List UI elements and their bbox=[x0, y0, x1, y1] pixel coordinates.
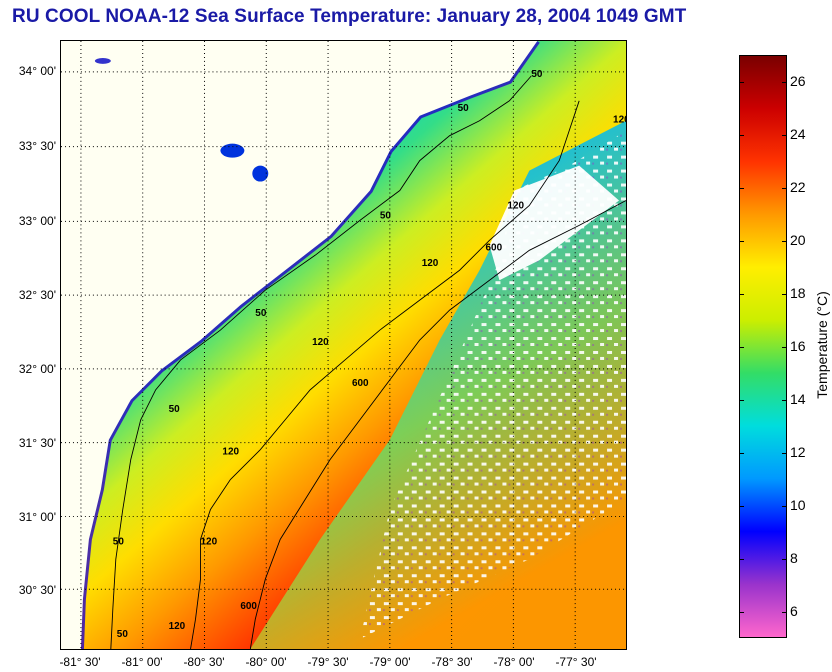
lat-label: 32° 00' bbox=[18, 362, 56, 376]
colorbar-tick-label: 18 bbox=[790, 284, 806, 301]
colorbar-tick-mark bbox=[782, 187, 787, 189]
lat-label: 30° 30' bbox=[18, 583, 56, 597]
colorbar-tick-mark bbox=[739, 505, 744, 507]
contour-label: 120 bbox=[613, 115, 626, 126]
page-title: RU COOL NOAA-12 Sea Surface Temperature:… bbox=[12, 6, 687, 27]
colorbar-tick-mark bbox=[782, 558, 787, 560]
colorbar-tick-mark bbox=[739, 293, 744, 295]
colorbar-tick-label: 24 bbox=[790, 125, 806, 142]
contour-label: 120 bbox=[312, 337, 329, 348]
cloud-clear-patch bbox=[489, 165, 620, 281]
contour-label: 50 bbox=[169, 404, 181, 415]
colorbar-tick-mark bbox=[739, 558, 744, 560]
colorbar bbox=[739, 55, 787, 638]
lon-label: -81° 30' bbox=[59, 655, 101, 669]
contour-label: 120 bbox=[507, 200, 524, 211]
contour-label: 50 bbox=[255, 308, 267, 319]
graticule bbox=[61, 41, 626, 649]
contour-label: 120 bbox=[222, 447, 239, 458]
inland-lake bbox=[252, 165, 269, 182]
lon-label: -80° 00' bbox=[245, 655, 287, 669]
contour-label: 120 bbox=[169, 621, 186, 632]
lon-label: -78° 00' bbox=[493, 655, 535, 669]
contour-label: 50 bbox=[117, 629, 129, 640]
colorbar-tick-mark bbox=[739, 346, 744, 348]
colorbar-tick-mark bbox=[782, 346, 787, 348]
lat-label: 31° 00' bbox=[18, 510, 56, 524]
colorbar-tick-label: 16 bbox=[790, 337, 806, 354]
contour-label: 600 bbox=[240, 601, 257, 612]
land-area bbox=[61, 41, 538, 649]
colorbar-tick-mark bbox=[782, 81, 787, 83]
colorbar-tick-label: 12 bbox=[790, 443, 806, 460]
lat-label: 33° 00' bbox=[18, 214, 56, 228]
contour-label: 120 bbox=[201, 536, 218, 547]
contour-label: 50 bbox=[531, 69, 543, 80]
colorbar-tick-mark bbox=[782, 240, 787, 242]
lat-label: 32° 30' bbox=[18, 288, 56, 302]
contour-label: 120 bbox=[422, 258, 439, 269]
colorbar-tick-label: 22 bbox=[790, 178, 806, 195]
lat-label: 31° 30' bbox=[18, 436, 56, 450]
colorbar-tick-label: 10 bbox=[790, 496, 806, 513]
colorbar-tick-label: 20 bbox=[790, 231, 806, 248]
lat-label: 33° 30' bbox=[18, 139, 56, 153]
colorbar-tick-mark bbox=[739, 399, 744, 401]
lon-label: -80° 30' bbox=[183, 655, 225, 669]
isobath-120 bbox=[190, 100, 580, 649]
colorbar-tick-mark bbox=[782, 399, 787, 401]
colorbar-tick-label: 14 bbox=[790, 390, 806, 407]
inland-lake bbox=[220, 143, 245, 158]
cloud-cover bbox=[359, 130, 626, 640]
contour-label: 600 bbox=[352, 378, 369, 389]
sst-map-svg: 50 50 50 50 50 50 50 120 120 120 120 120… bbox=[61, 41, 626, 649]
contour-label: 50 bbox=[113, 536, 125, 547]
lon-label: -79° 30' bbox=[307, 655, 349, 669]
contour-label: 600 bbox=[485, 242, 502, 253]
colorbar-tick-mark bbox=[782, 134, 787, 136]
colorbar-tick-mark bbox=[739, 452, 744, 454]
colorbar-tick-label: 26 bbox=[790, 72, 806, 89]
lon-label: -81° 00' bbox=[121, 655, 163, 669]
inland-lake bbox=[94, 57, 111, 64]
lon-label: -77° 30' bbox=[555, 655, 597, 669]
colorbar-tick-label: 6 bbox=[790, 602, 798, 619]
colorbar-tick-mark bbox=[782, 505, 787, 507]
lat-label: 34° 00' bbox=[18, 64, 56, 78]
colorbar-tick-mark bbox=[739, 611, 744, 613]
sst-map: 50 50 50 50 50 50 50 120 120 120 120 120… bbox=[60, 40, 627, 650]
isobath-600 bbox=[249, 200, 626, 649]
colorbar-tick-mark bbox=[739, 81, 744, 83]
isobath-50 bbox=[110, 75, 532, 649]
colorbar-tick-mark bbox=[739, 240, 744, 242]
colorbar-tick-mark bbox=[739, 134, 744, 136]
lon-label: -79° 00' bbox=[369, 655, 411, 669]
colorbar-title: Temperature (°C) bbox=[814, 291, 830, 399]
contour-label: 50 bbox=[380, 210, 392, 221]
colorbar-tick-mark bbox=[782, 452, 787, 454]
contour-label: 50 bbox=[458, 103, 470, 114]
colorbar-tick-mark bbox=[739, 187, 744, 189]
colorbar-tick-mark bbox=[782, 611, 787, 613]
colorbar-tick-mark bbox=[782, 293, 787, 295]
colorbar-gradient bbox=[740, 56, 786, 637]
colorbar-tick-label: 8 bbox=[790, 549, 798, 566]
lon-label: -78° 30' bbox=[431, 655, 473, 669]
